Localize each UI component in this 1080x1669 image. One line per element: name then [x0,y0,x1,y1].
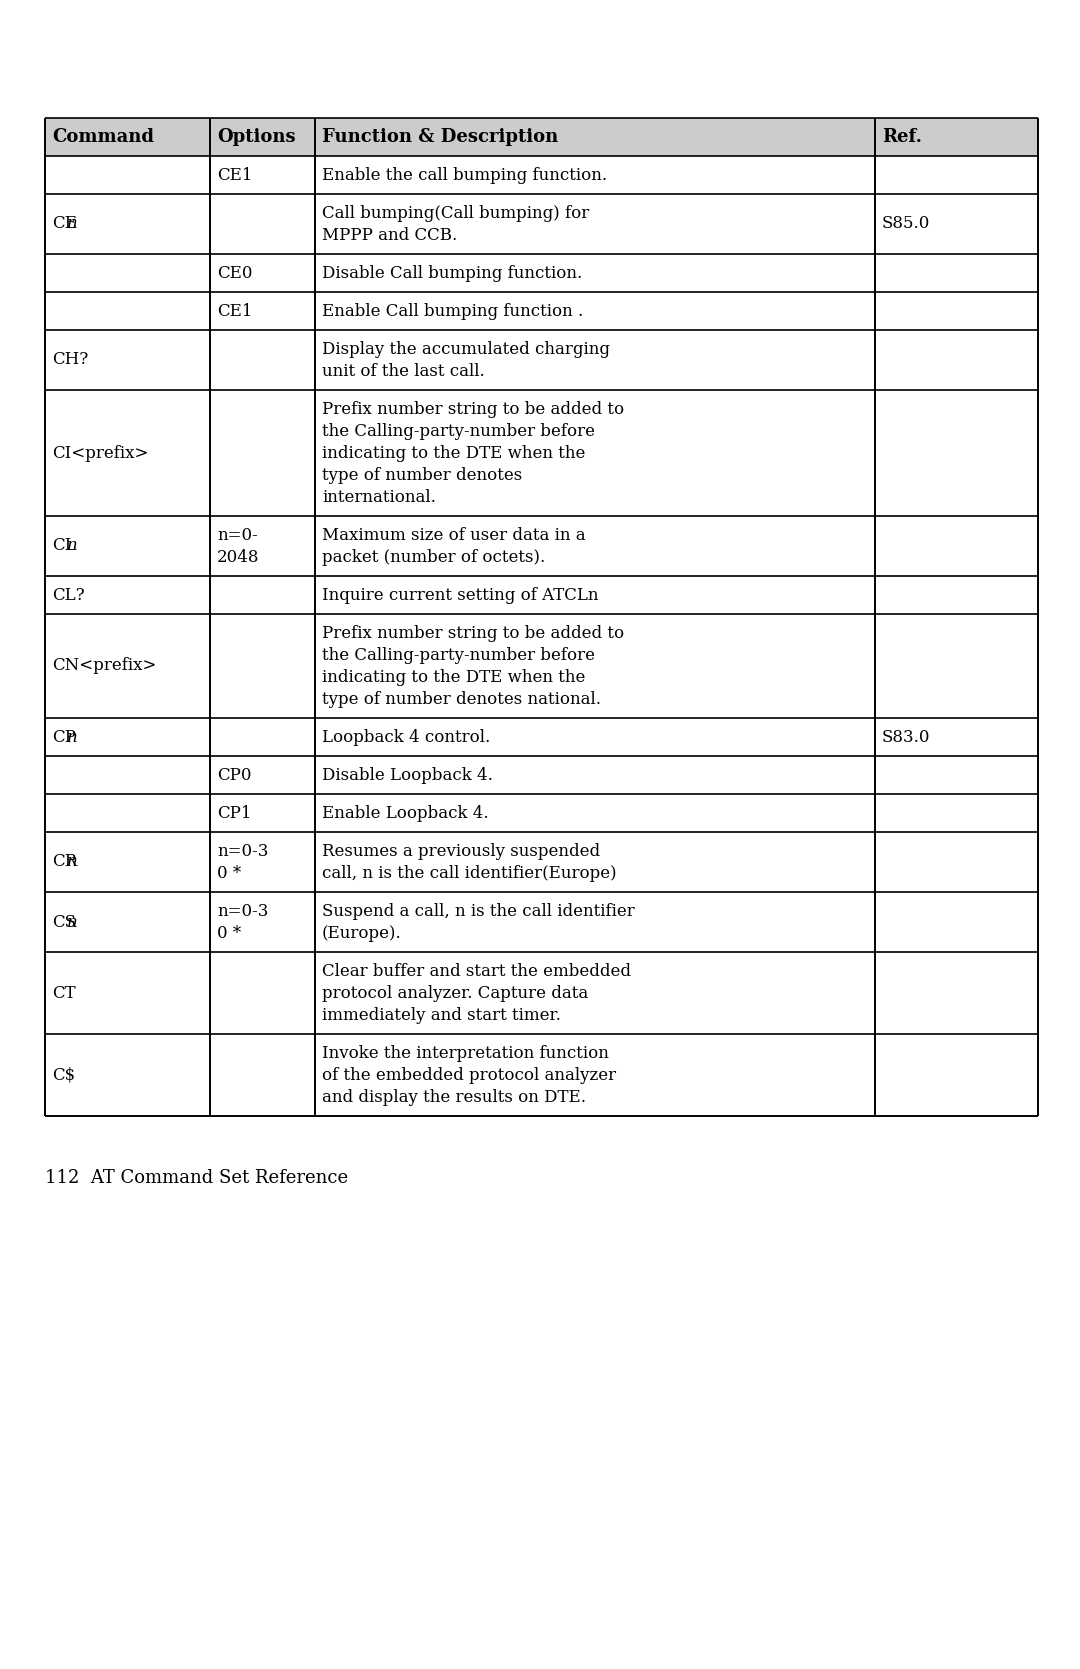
Text: CP: CP [52,728,76,746]
Text: S85.0: S85.0 [882,215,930,232]
Text: type of number denotes: type of number denotes [322,467,523,484]
Text: Display the accumulated charging: Display the accumulated charging [322,340,610,357]
Text: Loopback 4 control.: Loopback 4 control. [322,728,490,746]
Text: Prefix number string to be added to: Prefix number string to be added to [322,624,624,641]
Text: Maximum size of user data in a: Maximum size of user data in a [322,526,585,544]
Text: n: n [67,853,78,871]
Text: of the embedded protocol analyzer: of the embedded protocol analyzer [322,1066,616,1083]
Text: 0 *: 0 * [217,925,241,941]
Text: type of number denotes national.: type of number denotes national. [322,691,600,708]
Text: CE1: CE1 [217,167,253,184]
Text: CH?: CH? [52,352,89,369]
Text: Enable Loopback 4.: Enable Loopback 4. [322,804,488,821]
Text: CP1: CP1 [217,804,252,821]
Text: 112  AT Command Set Reference: 112 AT Command Set Reference [45,1168,348,1187]
Text: call, n is the call identifier(Europe): call, n is the call identifier(Europe) [322,865,617,881]
Text: CS: CS [52,913,76,931]
Text: Enable Call bumping function .: Enable Call bumping function . [322,302,583,319]
Text: Command: Command [52,129,154,145]
Text: 2048: 2048 [217,549,259,566]
Text: Prefix number string to be added to: Prefix number string to be added to [322,401,624,417]
Text: Function & Description: Function & Description [322,129,558,145]
Text: n: n [67,215,78,232]
Text: CP0: CP0 [217,766,252,783]
Text: C$: C$ [52,1066,76,1083]
Text: (Europe).: (Europe). [322,925,402,941]
Text: CL: CL [52,537,76,554]
Text: n: n [67,537,78,554]
Text: unit of the last call.: unit of the last call. [322,362,485,379]
Text: CR: CR [52,853,77,871]
Text: n: n [67,728,78,746]
Text: CN<prefix>: CN<prefix> [52,658,157,674]
Text: indicating to the DTE when the: indicating to the DTE when the [322,669,585,686]
Text: 0 *: 0 * [217,865,241,881]
Text: CI<prefix>: CI<prefix> [52,444,149,462]
Text: CE: CE [52,215,77,232]
Text: the Calling-party-number before: the Calling-party-number before [322,422,595,439]
Text: CT: CT [52,985,76,1001]
Text: n=0-3: n=0-3 [217,903,268,920]
Text: Disable Loopback 4.: Disable Loopback 4. [322,766,492,783]
Text: Ref.: Ref. [882,129,922,145]
Text: immediately and start timer.: immediately and start timer. [322,1006,561,1023]
Text: Enable the call bumping function.: Enable the call bumping function. [322,167,607,184]
Text: CE0: CE0 [217,264,253,282]
Text: the Calling-party-number before: the Calling-party-number before [322,646,595,664]
Text: Clear buffer and start the embedded: Clear buffer and start the embedded [322,963,631,980]
Text: n=0-3: n=0-3 [217,843,268,860]
Bar [45,118,1038,155]
Text: protocol analyzer. Capture data: protocol analyzer. Capture data [322,985,589,1001]
Text: international.: international. [322,489,436,506]
Text: Suspend a call, n is the call identifier: Suspend a call, n is the call identifier [322,903,635,920]
Text: packet (number of octets).: packet (number of octets). [322,549,545,566]
Text: Call bumping(Call bumping) for: Call bumping(Call bumping) for [322,205,590,222]
Text: n: n [67,913,78,931]
Text: CL?: CL? [52,586,84,604]
Text: Resumes a previously suspended: Resumes a previously suspended [322,843,600,860]
Text: CE1: CE1 [217,302,253,319]
Text: and display the results on DTE.: and display the results on DTE. [322,1088,586,1105]
Text: MPPP and CCB.: MPPP and CCB. [322,227,457,244]
Text: Options: Options [217,129,296,145]
Text: S83.0: S83.0 [882,728,931,746]
Text: Inquire current setting of ATCLn: Inquire current setting of ATCLn [322,586,598,604]
Text: Disable Call bumping function.: Disable Call bumping function. [322,264,582,282]
Text: n=0-: n=0- [217,526,258,544]
Text: Invoke the interpretation function: Invoke the interpretation function [322,1045,609,1061]
Text: indicating to the DTE when the: indicating to the DTE when the [322,444,585,462]
